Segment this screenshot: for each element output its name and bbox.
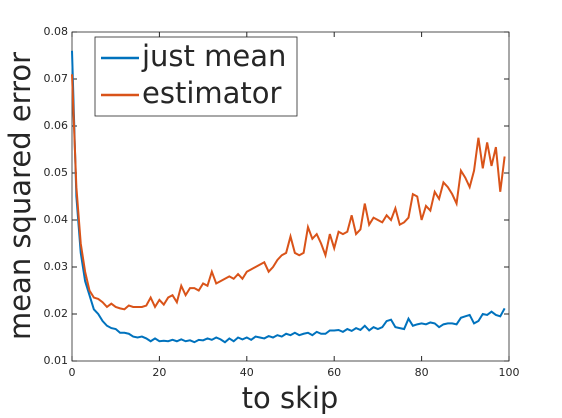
plot-area	[71, 31, 510, 362]
y-tick-label: 0.03	[44, 260, 69, 273]
x-tick-label: 60	[327, 366, 341, 379]
y-tick-label: 0.01	[44, 354, 69, 367]
x-tick-label: 100	[499, 366, 520, 379]
x-tick-label: 40	[240, 366, 254, 379]
y-tick-label: 0.04	[44, 213, 69, 226]
y-tick-label: 0.05	[44, 166, 69, 179]
series-line	[71, 74, 506, 311]
x-axis-label: to skip	[242, 381, 339, 415]
y-tick-label: 0.02	[44, 307, 69, 320]
x-tick-label: 0	[69, 366, 76, 379]
y-tick-label: 0.07	[44, 72, 69, 85]
legend-label: estimator	[142, 76, 282, 110]
legend-box	[94, 36, 298, 117]
legend-label: just mean	[141, 39, 286, 73]
x-tick-label: 20	[152, 366, 166, 379]
y-axis-label: mean squared error	[3, 52, 37, 340]
series-line	[71, 50, 506, 344]
y-tick-label: 0.08	[44, 25, 69, 38]
y-tick-label: 0.06	[44, 119, 69, 132]
x-tick-label: 80	[415, 366, 429, 379]
